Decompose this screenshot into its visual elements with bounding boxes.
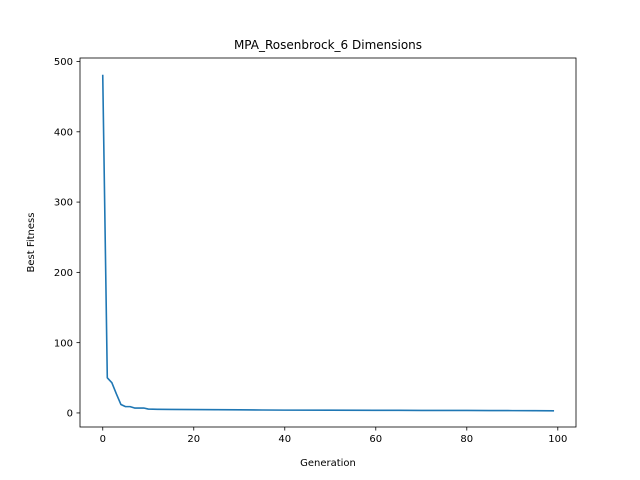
y-axis-label: Best Fitness [26,213,37,273]
y-tick-label: 300 [54,198,73,209]
y-tick-label: 500 [54,57,73,68]
x-axis: 0 20 40 60 80 100 [100,427,567,445]
y-axis: 0 100 200 300 400 500 [54,57,80,420]
plot-area [79,57,577,428]
x-tick-label: 20 [187,434,200,445]
series-line-0 [101,74,555,412]
y-tick-label: 400 [54,127,73,138]
x-tick-label: 40 [278,434,291,445]
chart-title: MPA_Rosenbrock_6 Dimensions [234,38,422,52]
x-tick-label: 80 [460,434,473,445]
x-axis-label: Generation [300,458,356,469]
plot-frame [79,57,577,428]
x-tick-label: 0 [100,434,106,445]
x-tick-label: 100 [548,434,567,445]
y-tick-label: 200 [54,268,73,279]
y-tick-label: 100 [54,338,73,349]
y-tick-label: 0 [67,409,73,420]
x-tick-label: 60 [369,434,382,445]
